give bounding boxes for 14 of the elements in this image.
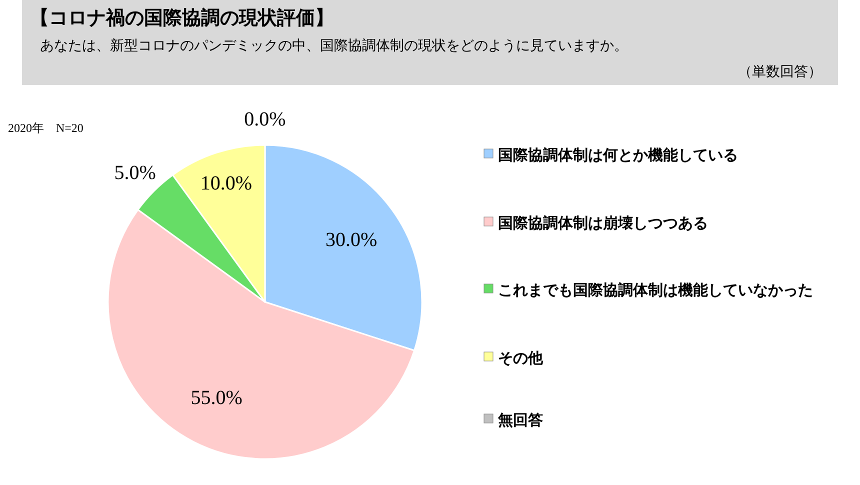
legend-label: これまでも国際協調体制は機能していなかった: [498, 281, 813, 299]
legend-label: 無回答: [497, 411, 543, 429]
chart-subtitle: あなたは、新型コロナのパンデミックの中、国際協調体制の現状をどのように見ていますか。: [40, 38, 628, 54]
legend-label: 国際協調体制は崩壊しつつある: [498, 214, 708, 232]
data-label: 30.0%: [326, 229, 378, 252]
legend-label: その他: [498, 349, 544, 367]
legend-label: 国際協調体制は何とか機能している: [498, 146, 738, 164]
data-label: 5.0%: [114, 162, 156, 184]
data-label: 55.0%: [190, 387, 242, 410]
text: 0.0%: [244, 108, 286, 130]
text: 2020年 N=20: [8, 121, 84, 135]
data-label: 10.0%: [200, 172, 252, 195]
chart-title: 【コロナ禍の国際協調の現状評価】: [30, 7, 334, 29]
text: （単数回答）: [738, 64, 822, 80]
